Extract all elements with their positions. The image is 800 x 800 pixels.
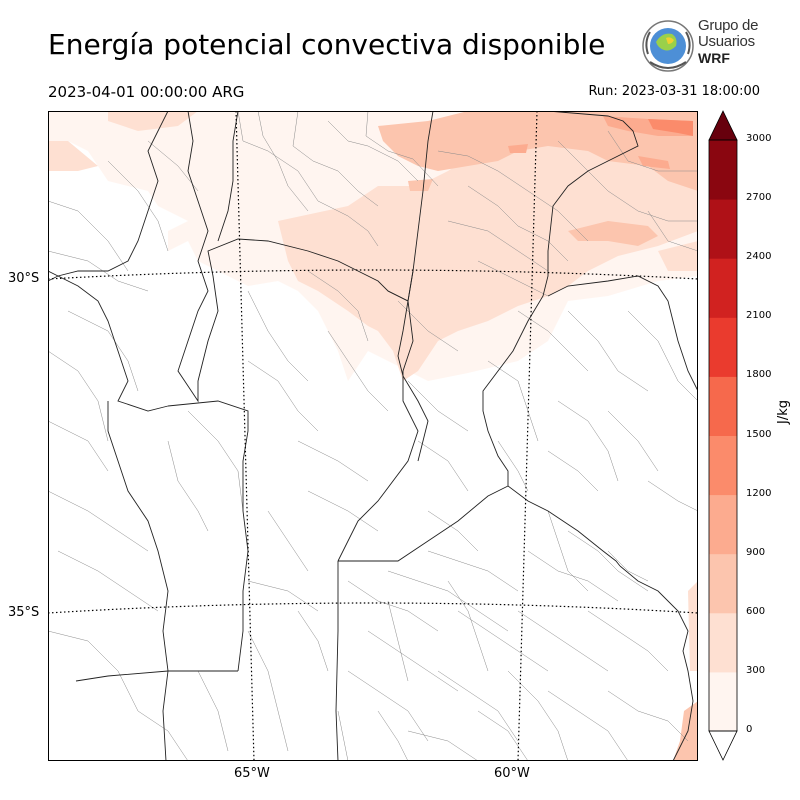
globe-emblem-icon: [642, 20, 694, 72]
colorbar-segment: [709, 553, 737, 614]
logo-line-1: Grupo de: [698, 17, 759, 34]
colorbar-segment: [709, 494, 737, 555]
colorbar-segment: [709, 199, 737, 259]
colorbar-tick-label: 2700: [746, 192, 772, 204]
colorbar-unit: J/kg: [776, 400, 791, 424]
logo-line-2: Usuarios: [698, 33, 755, 50]
lat-line-30s: [48, 269, 698, 280]
lat-label-35s: 35°S: [8, 605, 40, 620]
lat-line-35s: [48, 602, 698, 614]
cape-shading: [48, 111, 698, 761]
province-boundaries: [48, 111, 698, 761]
cape-600-900: [378, 111, 698, 191]
map-title: Energía potencial convectiva disponible: [48, 28, 606, 61]
colorbar-segment: [709, 671, 737, 732]
colorbar-under-arrow: [708, 730, 738, 761]
graticule: [48, 111, 698, 761]
logo-text: Grupo de Usuarios WRF: [698, 18, 758, 67]
colorbar-tick-label: 0: [746, 724, 753, 735]
colorbar-segment: [709, 612, 737, 673]
colorbar-tick-label: 2100: [746, 310, 772, 322]
lon-line-65w: [235, 111, 255, 761]
cape-map: [48, 111, 698, 761]
colorbar-segment: [709, 140, 737, 200]
cape-300-600: [278, 111, 698, 381]
run-time: Run: 2023-03-31 18:00:00: [588, 84, 760, 99]
colorbar-tick-label: 1500: [746, 428, 772, 440]
wrf-users-logo: Grupo de Usuarios WRF: [636, 16, 766, 76]
colorbar-tick-label: 3000: [746, 133, 772, 144]
colorbar-segment: [709, 376, 737, 436]
colorbar-frame: [708, 139, 738, 732]
colorbar-segment: [709, 317, 737, 377]
colorbar-segment: [709, 258, 737, 318]
colorbar-tick-label: 600: [746, 605, 766, 617]
colorbar-over-arrow: [708, 110, 738, 141]
colorbar-tick-label: 1200: [746, 487, 772, 499]
colorbar-segment: [709, 435, 737, 496]
colorbar-tick-label: 1800: [746, 369, 772, 381]
lat-label-30s: 30°S: [8, 271, 40, 286]
department-boundaries: [48, 111, 698, 761]
valid-time: 2023-04-01 00:00:00 ARG: [48, 83, 245, 101]
colorbar-tick-label: 300: [746, 664, 766, 676]
logo-line-3: WRF: [698, 50, 730, 66]
colorbar-tick-label: 900: [746, 546, 766, 558]
lon-line-60w: [517, 111, 538, 761]
lon-label-60w: 60°W: [494, 766, 530, 781]
lon-label-65w: 65°W: [234, 766, 270, 781]
map-frame: [48, 111, 698, 761]
colorbar-tick-label: 2400: [746, 251, 772, 263]
colorbar: [708, 110, 738, 761]
